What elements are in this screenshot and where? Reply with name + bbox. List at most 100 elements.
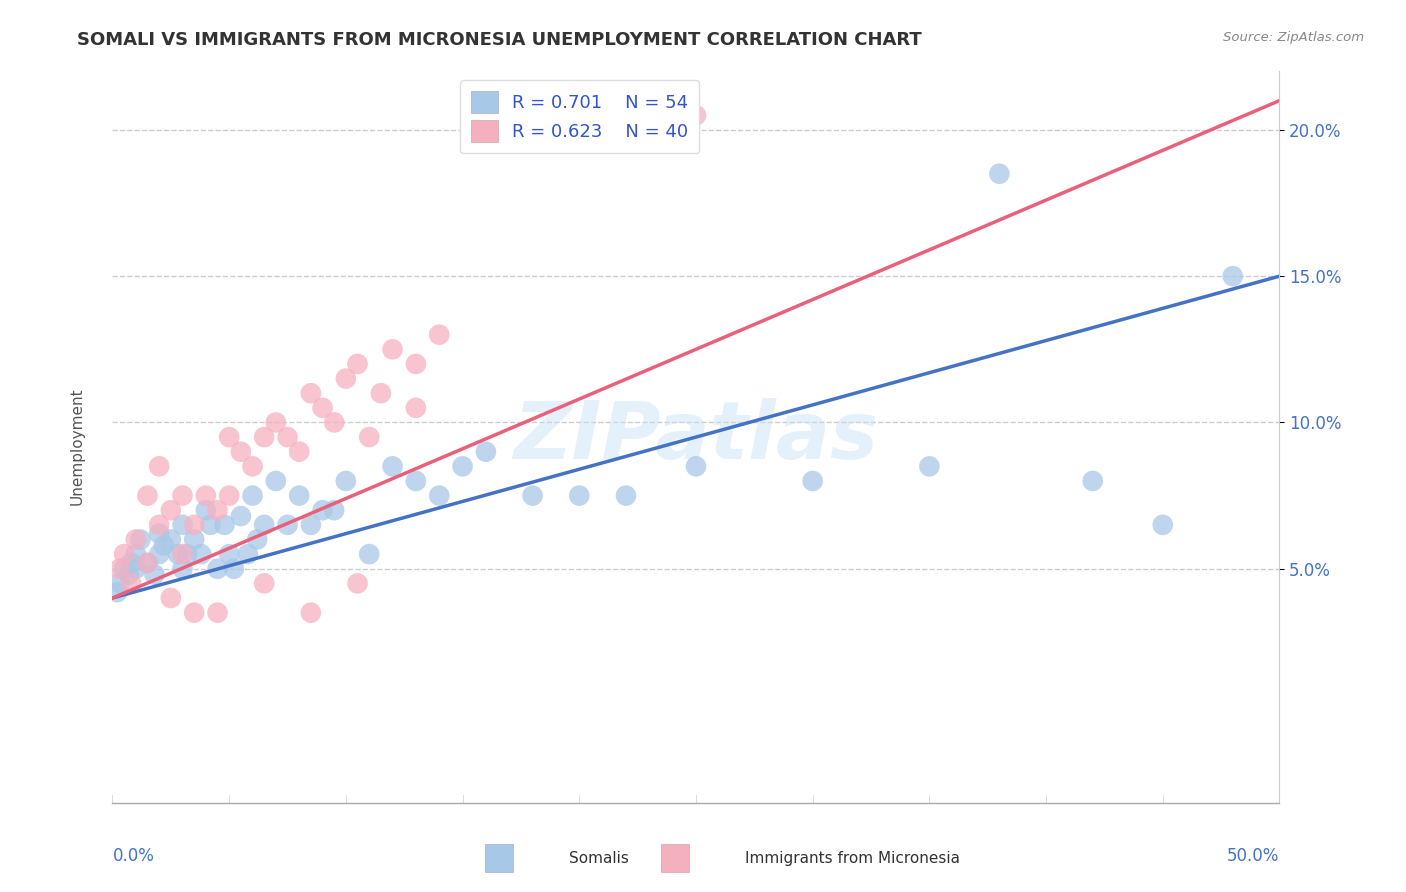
Point (299, 386, 322, 401)
Point (405, 357, 427, 371)
Point (229, 444, 252, 458)
Point (359, 430, 381, 444)
Point (136, 489, 159, 503)
Point (918, 459, 941, 474)
Point (118, 567, 141, 582)
Point (125, 562, 148, 576)
Point (136, 556, 159, 570)
Point (614, 489, 637, 503)
Text: Somalis: Somalis (569, 851, 630, 865)
Point (207, 606, 229, 620)
Point (214, 517, 236, 532)
Point (176, 547, 198, 561)
Point (105, 585, 128, 599)
Point (264, 416, 287, 430)
Point (207, 503, 229, 517)
Point (136, 556, 159, 570)
Point (381, 343, 404, 357)
Point (1152, 517, 1174, 532)
Point (299, 517, 322, 532)
Point (120, 576, 142, 591)
Point (172, 562, 194, 576)
Point (370, 386, 392, 401)
Point (335, 474, 357, 488)
Point (229, 509, 252, 524)
Text: Immigrants from Micronesia: Immigrants from Micronesia (745, 851, 960, 865)
Point (242, 489, 264, 503)
Point (568, 489, 591, 503)
Point (685, 459, 707, 474)
Point (1081, 474, 1104, 488)
Text: Unemployment: Unemployment (70, 387, 84, 505)
Point (172, 517, 194, 532)
Point (405, 401, 427, 415)
Text: SOMALI VS IMMIGRANTS FROM MICRONESIA UNEMPLOYMENT CORRELATION CHART: SOMALI VS IMMIGRANTS FROM MICRONESIA UNE… (77, 31, 922, 49)
Point (166, 547, 188, 561)
Point (160, 591, 183, 605)
Point (194, 503, 217, 517)
Point (125, 547, 148, 561)
Point (335, 371, 357, 385)
Point (172, 547, 194, 561)
Point (200, 517, 222, 532)
Point (299, 606, 322, 620)
Point (148, 459, 170, 474)
Point (222, 562, 245, 576)
Point (160, 533, 183, 547)
Point (125, 533, 148, 547)
Point (988, 167, 1011, 181)
Point (172, 489, 194, 503)
Point (218, 547, 240, 561)
Point (246, 533, 269, 547)
Point (346, 576, 368, 591)
Legend: R = 0.701    N = 54, R = 0.623    N = 40: R = 0.701 N = 54, R = 0.623 N = 40 (460, 80, 699, 153)
Point (685, 108, 707, 122)
Point (108, 562, 131, 576)
Text: ZIPatlas: ZIPatlas (513, 398, 879, 476)
Point (148, 547, 170, 561)
Point (288, 489, 311, 503)
Point (427, 327, 450, 342)
Point (264, 474, 287, 488)
Point (160, 503, 183, 517)
Point (183, 606, 205, 620)
Point (346, 357, 368, 371)
Point (183, 517, 205, 532)
Point (288, 444, 311, 458)
Point (120, 556, 142, 570)
Point (276, 430, 298, 444)
Text: 0.0%: 0.0% (112, 847, 155, 864)
Point (112, 547, 135, 561)
Point (276, 517, 298, 532)
Point (190, 547, 212, 561)
Point (801, 474, 824, 488)
Point (311, 401, 333, 415)
Point (405, 474, 427, 488)
Point (148, 526, 170, 541)
Point (108, 576, 131, 591)
Point (311, 503, 333, 517)
Point (1222, 269, 1244, 284)
Point (207, 562, 229, 576)
Point (522, 489, 544, 503)
Point (153, 538, 176, 552)
Point (218, 430, 240, 444)
Point (112, 562, 135, 576)
Point (253, 430, 276, 444)
Point (451, 459, 474, 474)
Point (129, 533, 152, 547)
Text: Source: ZipAtlas.com: Source: ZipAtlas.com (1223, 31, 1364, 45)
Point (194, 489, 217, 503)
Point (143, 567, 166, 582)
Point (242, 459, 264, 474)
Point (381, 459, 404, 474)
Point (236, 547, 259, 561)
Point (427, 489, 450, 503)
Point (475, 444, 498, 458)
Point (323, 503, 346, 517)
Point (183, 533, 205, 547)
Point (253, 517, 276, 532)
Point (148, 517, 170, 532)
Point (218, 489, 240, 503)
Point (323, 416, 346, 430)
